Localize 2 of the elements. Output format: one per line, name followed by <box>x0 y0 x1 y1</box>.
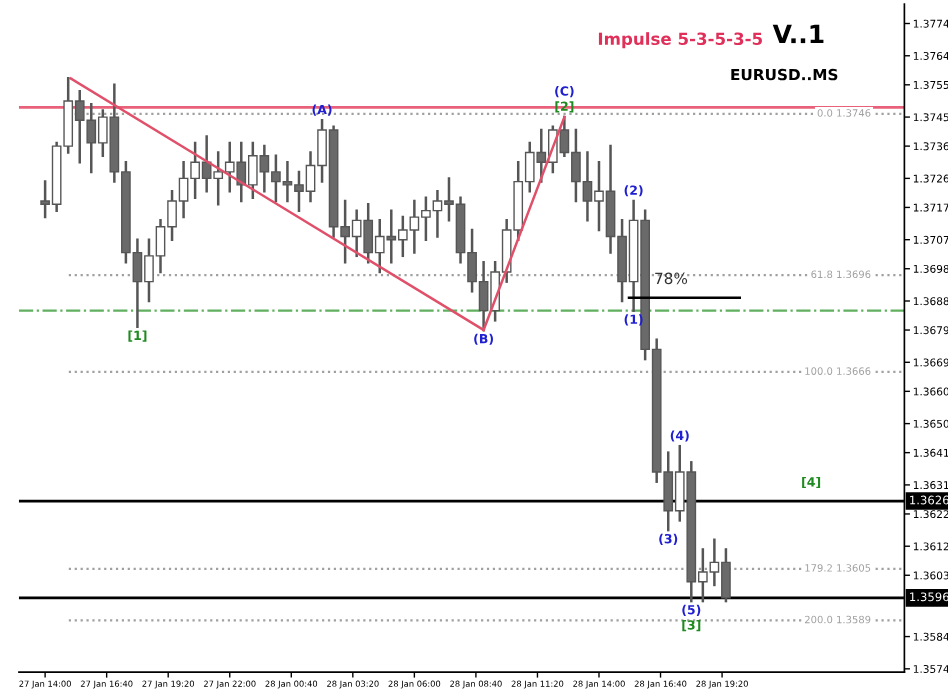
text: V..1 <box>772 24 824 44</box>
text: Impulse 5-3-5-3-5 <box>598 32 762 49</box>
